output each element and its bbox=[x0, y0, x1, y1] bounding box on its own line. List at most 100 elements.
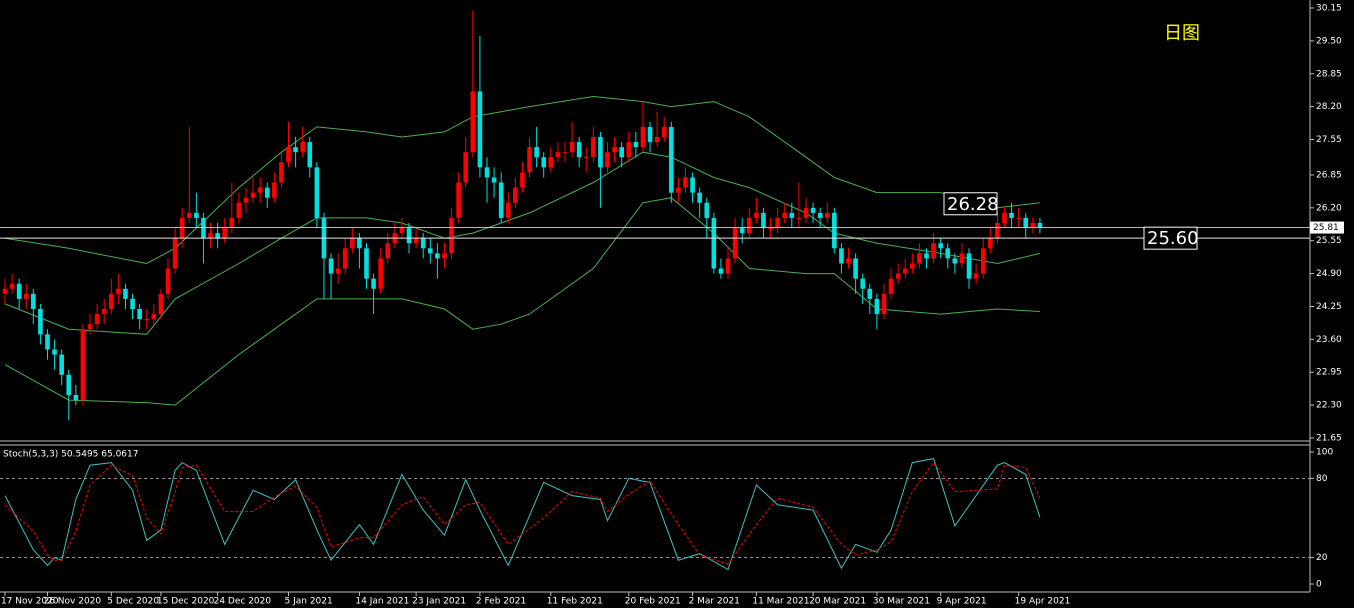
candle-body bbox=[420, 238, 426, 249]
candle-body bbox=[1016, 217, 1021, 219]
candle-body bbox=[676, 187, 681, 193]
candle-body bbox=[867, 288, 873, 299]
candle-body bbox=[775, 217, 780, 229]
candle-body bbox=[938, 243, 943, 249]
y-tick-label: 23.60 bbox=[1316, 335, 1342, 345]
candle-body bbox=[59, 354, 64, 375]
level-label: 25.60 bbox=[1147, 228, 1199, 249]
candle-body bbox=[782, 212, 788, 218]
candle-body bbox=[222, 228, 228, 239]
candle-body bbox=[534, 147, 539, 158]
candle-body bbox=[959, 253, 965, 264]
candle-body bbox=[683, 177, 688, 188]
candle-body bbox=[626, 142, 632, 158]
stoch-line bbox=[4, 458, 1041, 571]
candle-body bbox=[286, 147, 291, 163]
candle-body bbox=[66, 374, 72, 395]
candle-body bbox=[498, 182, 504, 218]
y-tick-label: 30.15 bbox=[1316, 4, 1342, 14]
candle-body bbox=[654, 137, 660, 143]
candle-body bbox=[179, 217, 185, 239]
x-tick-label: 19 Apr 2021 bbox=[1015, 597, 1071, 607]
y-tick-label: 20 bbox=[1316, 553, 1328, 563]
candle-body bbox=[1023, 217, 1029, 229]
candle-body bbox=[860, 278, 866, 289]
candle-body bbox=[761, 212, 766, 229]
candle-body bbox=[335, 268, 341, 274]
candle-body bbox=[257, 187, 263, 193]
x-tick-label: 26 Nov 2020 bbox=[43, 597, 101, 607]
y-tick-label: 80 bbox=[1316, 474, 1328, 484]
candle-body bbox=[690, 177, 695, 193]
candle-body bbox=[605, 152, 610, 168]
candle-body bbox=[406, 228, 412, 244]
y-tick-label: 21.65 bbox=[1316, 434, 1342, 444]
candle-body bbox=[264, 187, 270, 198]
candle-body bbox=[952, 258, 958, 264]
candle-body bbox=[186, 212, 192, 218]
candle-body bbox=[895, 273, 901, 279]
candle-body bbox=[591, 137, 596, 158]
y-tick-label: 26.85 bbox=[1316, 170, 1342, 180]
candle-body bbox=[279, 162, 284, 183]
candle-body bbox=[704, 202, 710, 218]
candle-body bbox=[754, 212, 759, 218]
x-tick-label: 11 Feb 2021 bbox=[547, 597, 603, 607]
x-tick-label: 11 Mar 2021 bbox=[752, 597, 809, 607]
candle-body bbox=[619, 147, 624, 158]
x-tick-label: 2 Mar 2021 bbox=[689, 597, 740, 607]
candle-body bbox=[980, 248, 986, 274]
candle-body bbox=[243, 197, 249, 203]
candle-body bbox=[144, 319, 150, 321]
candle-body bbox=[661, 126, 667, 137]
candle-body bbox=[314, 167, 320, 218]
candle-body bbox=[966, 253, 972, 279]
candle-body bbox=[229, 217, 235, 229]
candle-body bbox=[272, 182, 277, 198]
x-tick-label: 20 Feb 2021 bbox=[625, 597, 681, 607]
candle-body bbox=[31, 293, 36, 309]
candle-body bbox=[399, 228, 405, 234]
marker-label: 26.28 bbox=[947, 194, 999, 215]
candle-body bbox=[73, 395, 79, 401]
candle-body bbox=[165, 268, 171, 294]
x-tick-label: 23 Jan 2021 bbox=[412, 597, 466, 607]
candle-body bbox=[732, 228, 738, 259]
candle-body bbox=[569, 142, 575, 153]
candle-body bbox=[924, 253, 929, 259]
y-tick-label: 0 bbox=[1316, 580, 1322, 590]
candle-body bbox=[357, 238, 362, 249]
price-tag-label: 25.81 bbox=[1313, 223, 1339, 233]
candle-body bbox=[633, 142, 639, 148]
x-tick-label: 14 Jan 2021 bbox=[355, 597, 409, 607]
x-tick-label: 15 Dec 2020 bbox=[157, 597, 215, 607]
candle-body bbox=[768, 228, 773, 230]
candle-body bbox=[80, 329, 86, 401]
candle-body bbox=[725, 258, 731, 274]
chart-label: 日图 bbox=[1164, 23, 1200, 44]
candle-body bbox=[364, 248, 369, 279]
x-tick-label: 24 Dec 2020 bbox=[214, 597, 272, 607]
candle-body bbox=[300, 142, 305, 153]
candle-body bbox=[250, 192, 256, 198]
y-tick-label: 25.55 bbox=[1316, 236, 1342, 246]
candle-body bbox=[172, 238, 178, 269]
y-tick-label: 22.30 bbox=[1316, 401, 1342, 411]
candle-body bbox=[413, 238, 419, 244]
candle-body bbox=[647, 126, 653, 143]
y-tick-label: 22.95 bbox=[1316, 368, 1342, 378]
x-tick-label: 30 Mar 2021 bbox=[873, 597, 930, 607]
candle-body bbox=[194, 212, 199, 218]
candle-body bbox=[548, 157, 554, 168]
candle-body bbox=[236, 202, 242, 218]
candle-body bbox=[973, 273, 979, 279]
candle-body bbox=[342, 248, 348, 269]
candle-body bbox=[449, 217, 454, 254]
candle-body bbox=[2, 288, 8, 294]
candle-body bbox=[697, 192, 702, 203]
candle-body bbox=[817, 212, 823, 218]
candle-body bbox=[612, 147, 617, 153]
